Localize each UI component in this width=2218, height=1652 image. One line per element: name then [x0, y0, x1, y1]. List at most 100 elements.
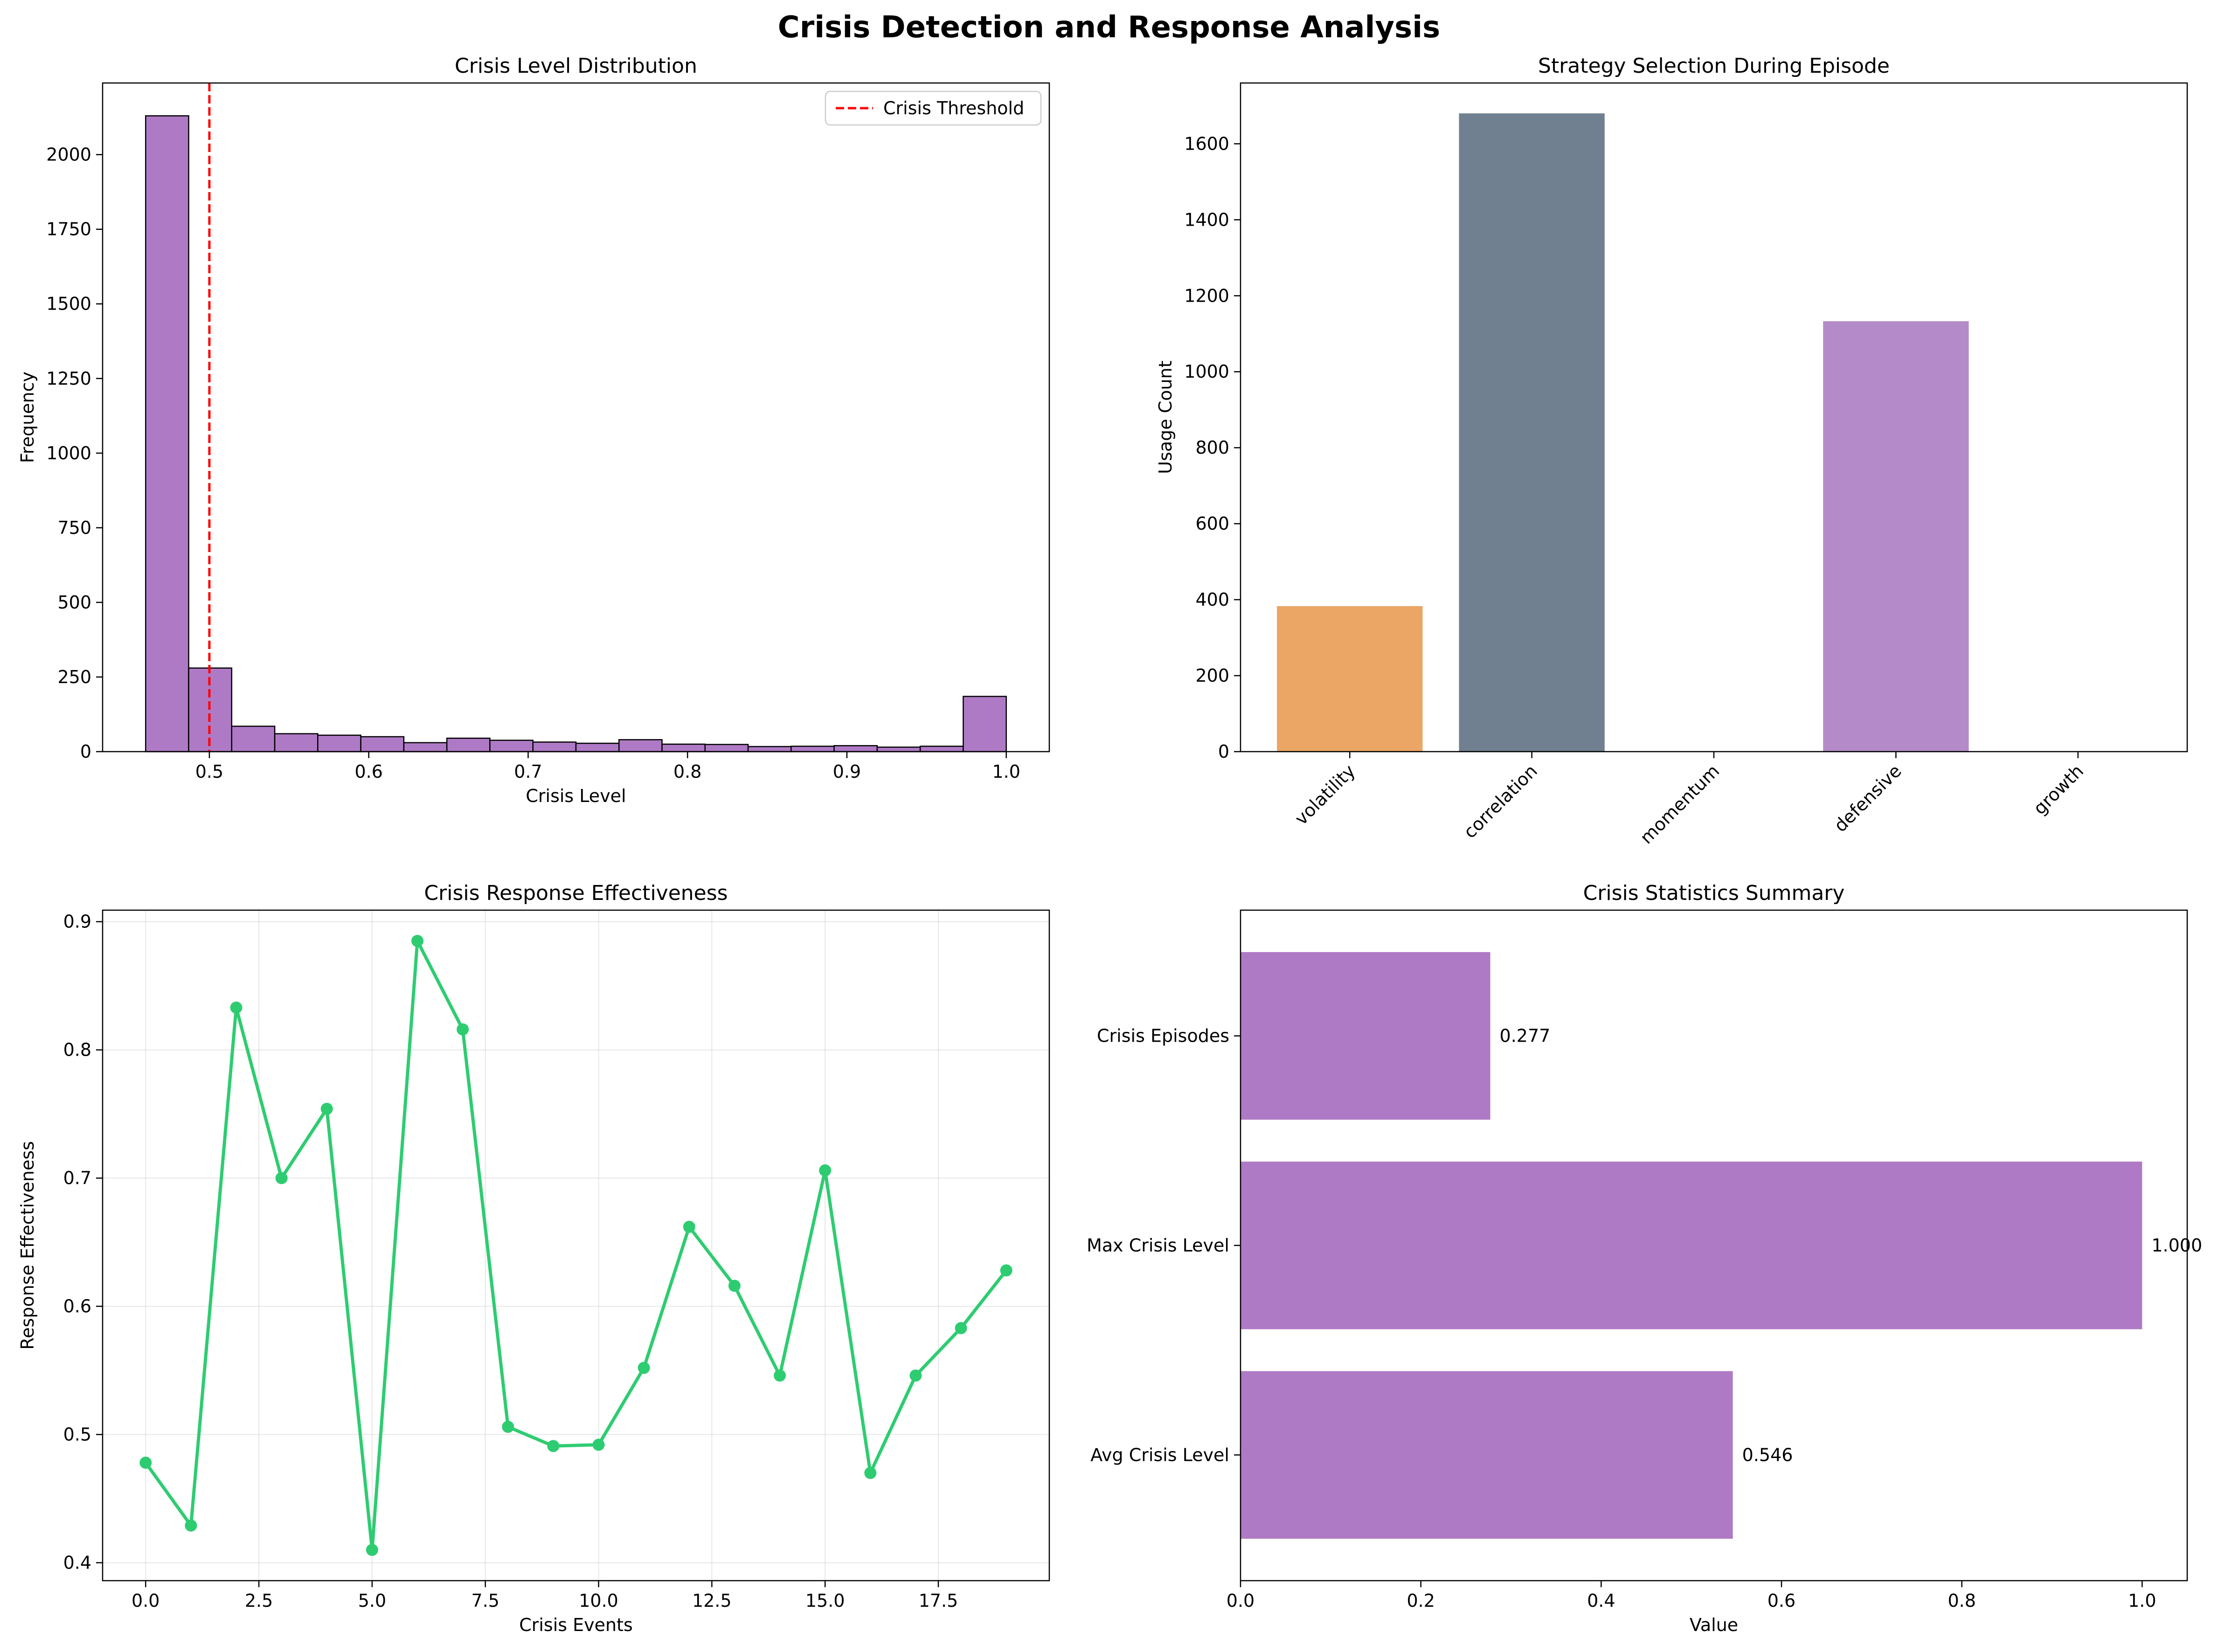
strategy-bar — [1823, 321, 1969, 752]
y-tick-label: 0.5 — [63, 1424, 91, 1445]
x-tick-label: 12.5 — [692, 1590, 732, 1611]
histogram-bar — [532, 741, 577, 753]
y-tick-label: 400 — [1195, 589, 1229, 610]
data-point — [502, 1421, 514, 1433]
histogram-bar — [274, 733, 319, 753]
data-point — [592, 1438, 605, 1451]
panel-title: Crisis Statistics Summary — [1583, 881, 1845, 905]
x-tick-label: momentum — [1636, 760, 1723, 848]
y-tick-label: Avg Crisis Level — [1090, 1445, 1229, 1465]
histogram-bar — [661, 743, 706, 753]
data-point — [955, 1322, 967, 1334]
x-tick-label: defensive — [1830, 760, 1906, 836]
x-tick-label: 0.0 — [1227, 1590, 1255, 1611]
y-tick-label: 800 — [1195, 437, 1229, 458]
x-tick-label: 0.2 — [1407, 1590, 1435, 1611]
y-tick-label: 1250 — [46, 368, 91, 389]
y-tick-label: 0 — [80, 741, 91, 762]
x-tick-label: 17.5 — [919, 1590, 958, 1611]
histogram-bar — [919, 746, 964, 753]
data-label: 1.000 — [2151, 1235, 2202, 1256]
crisis-level-histogram: Crisis Level Distribution Crisis Level Fre… — [17, 54, 1050, 806]
y-tick-label: Crisis Episodes — [1097, 1026, 1229, 1046]
plot-frame — [102, 82, 1050, 753]
y-tick-label: 0.9 — [63, 912, 91, 932]
histogram-bar — [876, 747, 921, 753]
histogram-bar — [360, 736, 405, 753]
y-tick-label: 1600 — [1184, 133, 1229, 154]
statistic-bar — [1241, 1371, 1733, 1539]
x-tick-label: 0.9 — [833, 761, 861, 782]
histogram-bar — [963, 696, 1007, 753]
panel-title: Crisis Response Effectiveness — [424, 881, 728, 905]
y-tick-label: 2000 — [46, 145, 91, 165]
data-point — [547, 1440, 560, 1452]
data-label: 0.546 — [1742, 1445, 1793, 1465]
y-tick-label: 0.7 — [63, 1168, 91, 1189]
histogram-bar — [790, 746, 835, 753]
strategy-bar — [1277, 606, 1423, 752]
x-tick-label: growth — [2030, 760, 2088, 819]
plot-frame — [102, 909, 1050, 1582]
statistic-bar — [1241, 1161, 2142, 1329]
x-axis-label: Crisis Level — [526, 786, 626, 806]
panel-title: Crisis Level Distribution — [455, 54, 697, 78]
statistic-bar — [1241, 952, 1490, 1120]
x-tick-label: 7.5 — [471, 1590, 499, 1611]
data-point — [909, 1369, 922, 1382]
histogram-bar — [575, 742, 620, 753]
x-tick-label: volatility — [1291, 760, 1359, 829]
y-tick-label: 1750 — [46, 219, 91, 240]
data-point — [411, 934, 424, 947]
histogram-bar — [446, 737, 491, 753]
strategy-bar — [1459, 113, 1605, 752]
data-point — [683, 1221, 695, 1233]
x-tick-label: 0.5 — [195, 761, 223, 782]
data-point — [819, 1164, 832, 1177]
panel-title: Strategy Selection During Episode — [1538, 54, 1890, 78]
data-point — [275, 1172, 288, 1184]
legend-label: Crisis Threshold — [883, 98, 1024, 118]
figure-title: Crisis Detection and Response Analysis — [778, 10, 1441, 45]
data-point — [139, 1457, 152, 1469]
effectiveness-line — [144, 939, 1008, 1552]
y-tick-label: 0.8 — [63, 1040, 91, 1060]
data-point — [728, 1279, 741, 1292]
histogram-bar — [833, 745, 878, 753]
x-tick-label: 0.7 — [514, 761, 542, 782]
y-tick-label: 0.6 — [63, 1296, 91, 1317]
x-tick-label: correlation — [1460, 760, 1541, 842]
x-tick-label: 1.0 — [2128, 1590, 2156, 1611]
x-tick-label: 0.6 — [355, 761, 383, 782]
data-point — [1000, 1264, 1012, 1277]
histogram-bar — [747, 746, 792, 753]
x-tick-label: 0.8 — [673, 761, 701, 782]
y-tick-label: Max Crisis Level — [1087, 1235, 1229, 1256]
y-axis-label: Response Effectiveness — [17, 1141, 38, 1349]
y-tick-label: 1400 — [1184, 209, 1229, 230]
y-tick-label: 750 — [57, 518, 91, 538]
data-point — [230, 1001, 243, 1014]
data-point — [774, 1369, 786, 1382]
y-tick-label: 0.4 — [63, 1553, 91, 1573]
y-tick-label: 1500 — [46, 294, 91, 314]
x-tick-label: 5.0 — [358, 1590, 386, 1611]
histogram-bar — [489, 740, 534, 753]
data-point — [185, 1519, 197, 1532]
y-tick-label: 1000 — [1184, 361, 1229, 382]
y-tick-label: 500 — [57, 592, 91, 613]
histogram-bar — [145, 115, 189, 753]
histogram-bar — [704, 744, 749, 753]
y-tick-label: 1200 — [1184, 285, 1229, 306]
x-tick-label: 10.0 — [579, 1590, 618, 1611]
x-tick-label: 2.5 — [245, 1590, 273, 1611]
y-tick-label: 1000 — [46, 443, 91, 463]
x-tick-label: 0.4 — [1587, 1590, 1615, 1611]
data-point — [864, 1467, 877, 1479]
data-point — [638, 1362, 650, 1374]
histogram-bar — [317, 734, 361, 753]
x-tick-label: 0.8 — [1948, 1590, 1975, 1611]
legend-box — [825, 90, 1042, 126]
crisis-statistics-bar-chart: 0.546 1.000 0.277 Crisis Statistics Summary… — [1087, 881, 2202, 1635]
